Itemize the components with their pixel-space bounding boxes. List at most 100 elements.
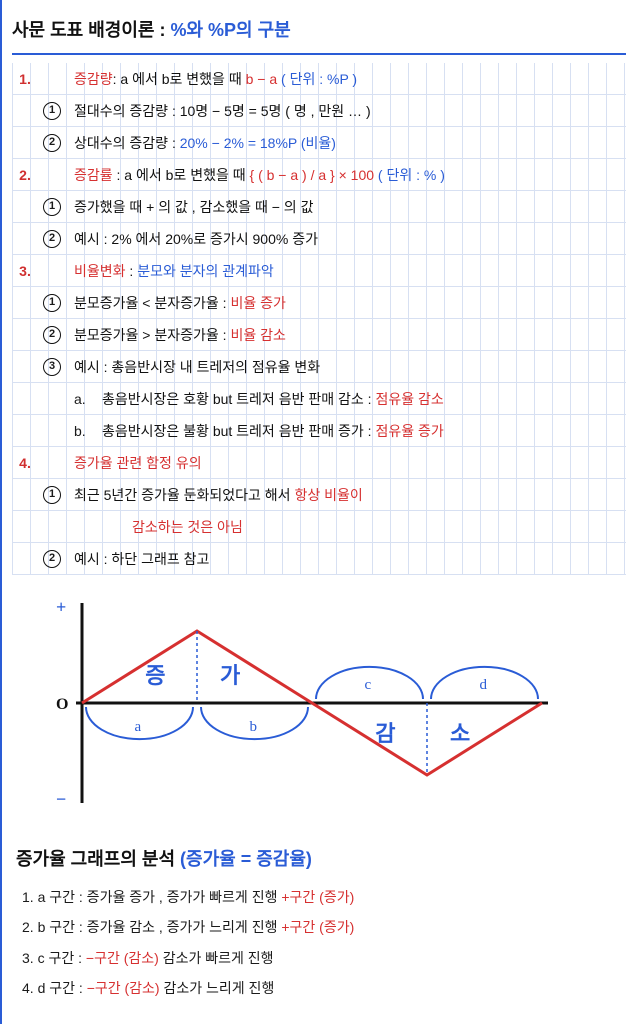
sub-letter: b.: [74, 420, 98, 442]
text-span: 예시 : 2% 에서 20%로 증가시 900% 증가: [74, 231, 318, 247]
text-span: 증가율 관련 함정 유의: [74, 455, 202, 471]
item-pre: d 구간 :: [38, 980, 87, 996]
note-row: 감소하는 것은 아님: [16, 511, 626, 543]
row-number: 1.: [16, 68, 34, 90]
row-number: 2.: [16, 164, 34, 186]
row-content: 총음반시장은 호황 but 트레저 음반 판매 감소 : 점유율 감소: [98, 388, 444, 410]
text-span: 분모증가율 < 분자증가율 :: [74, 295, 230, 311]
text-span: 감소하는 것은 아님: [132, 519, 243, 535]
svg-text:a: a: [135, 719, 142, 735]
analysis-item: 1. a 구간 : 증가율 증가 , 증가가 빠르게 진행 +구간 (증가): [22, 882, 626, 912]
row-content: 증감률 : a 에서 b로 변했을 때 { ( b − a ) / a } × …: [70, 164, 445, 186]
text-span: 예시 : 하단 그래프 참고: [74, 551, 209, 567]
circled-number: 3: [43, 358, 61, 376]
note-row: 1분모증가율 < 분자증가율 : 비율 증가: [16, 287, 626, 319]
svg-text:c: c: [365, 677, 372, 693]
text-span: 비율 감소: [230, 327, 285, 343]
note-row: 3 예시 : 총음반시장 내 트레저의 점유율 변화: [16, 351, 626, 383]
note-row: 2. 증감률 : a 에서 b로 변했을 때 { ( b − a ) / a } …: [16, 159, 626, 191]
row-mark: 3: [34, 358, 70, 376]
note-row: 3. 비율변화 : 분모와 분자의 관계파악: [16, 255, 626, 287]
circled-number: 2: [43, 134, 61, 152]
svg-text:O: O: [56, 696, 68, 713]
text-span: 총음반시장은 불황 but 트레저 음반 판매 증가 :: [102, 423, 375, 439]
svg-text:+: +: [56, 597, 66, 617]
circled-number: 1: [43, 198, 61, 216]
row-mark: 2: [34, 230, 70, 248]
text-span: 비율 증가: [230, 295, 285, 311]
text-span: 총음반시장은 호황 but 트레저 음반 판매 감소 :: [102, 391, 375, 407]
row-number: 3.: [16, 260, 34, 282]
item-pre: a 구간 : 증가율 증가 , 증가가 빠르게 진행: [38, 889, 282, 905]
text-span: 점유율 감소: [375, 391, 443, 407]
text-span: 절대수의 증감량 : 10명 − 5명 = 5명 ( 명 , 만원 … ): [74, 103, 371, 119]
note-row: a.총음반시장은 호황 but 트레저 음반 판매 감소 : 점유율 감소: [16, 383, 626, 415]
item-red: +구간 (증가): [281, 919, 354, 935]
item-red: +구간 (증가): [281, 889, 354, 905]
note-row: 1 증가했을 때 + 의 값 , 감소했을 때 − 의 값: [16, 191, 626, 223]
analysis-item: 4. d 구간 : −구간 (감소) 감소가 느리게 진행: [22, 973, 626, 1003]
row-content: 예시 : 2% 에서 20%로 증가시 900% 증가: [70, 228, 318, 250]
text-span: { ( b − a ) / a } × 100: [250, 167, 375, 183]
note-row: 2 예시 : 하단 그래프 참고: [16, 543, 626, 575]
section2-title: 증가율 그래프의 분석 (증가율 = 증감율): [12, 829, 626, 882]
row-mark: 2: [34, 134, 70, 152]
sub-letter: a.: [74, 388, 98, 410]
lined-area: 1.증감량: a 에서 b로 변했을 때 b − a ( 단위 : %P )1절…: [12, 63, 626, 575]
item-num: 4.: [22, 980, 38, 996]
circled-number: 1: [43, 102, 61, 120]
row-mark: 1: [34, 198, 70, 216]
analysis-item: 3. c 구간 : −구간 (감소) 감소가 빠르게 진행: [22, 943, 626, 973]
text-span: 상대수의 증감량 :: [74, 135, 180, 151]
row-content: 상대수의 증감량 : 20% − 2% = 18%P (비율): [70, 132, 336, 154]
row-content: 분모증가율 > 분자증가율 : 비율 감소: [70, 324, 286, 346]
text-span: 분모와 분자의 관계파악: [137, 263, 274, 279]
text-span: : a 에서 b로 변했을 때: [113, 71, 246, 87]
item-red: −구간 (감소): [87, 980, 160, 996]
row-content: 예시 : 총음반시장 내 트레저의 점유율 변화: [70, 356, 320, 378]
text-span: 증감률: [74, 167, 113, 183]
item-post: 감소가 빠르게 진행: [159, 950, 274, 966]
text-span: b − a: [246, 71, 278, 87]
row-mark: 2: [34, 326, 70, 344]
svg-text:−: −: [56, 789, 66, 809]
row-content: 증가했을 때 + 의 값 , 감소했을 때 − 의 값: [70, 196, 313, 218]
item-pre: b 구간 : 증가율 감소 , 증가가 느리게 진행: [38, 919, 282, 935]
svg-text:가: 가: [220, 663, 240, 688]
text-span: 비율변화: [74, 263, 126, 279]
text-span: 증가했을 때 + 의 값 , 감소했을 때 − 의 값: [74, 199, 313, 215]
svg-text:d: d: [480, 677, 488, 693]
row-content: 증가율 관련 함정 유의: [70, 452, 202, 474]
title-row: 사문 도표 배경이론 : %와 %P의 구분: [12, 10, 626, 55]
note-row: 2 상대수의 증감량 : 20% − 2% = 18%P (비율): [16, 127, 626, 159]
analysis-item: 2. b 구간 : 증가율 감소 , 증가가 느리게 진행 +구간 (증가): [22, 912, 626, 942]
row-number: 4.: [16, 452, 34, 474]
row-mark: 2: [34, 550, 70, 568]
item-red: −구간 (감소): [86, 950, 159, 966]
svg-text:증: 증: [145, 663, 165, 688]
row-content: 예시 : 하단 그래프 참고: [70, 548, 209, 570]
section2-title-blue: (증가율 = 증감율): [180, 849, 312, 869]
page: 사문 도표 배경이론 : %와 %P의 구분 1.증감량: a 에서 b로 변했…: [0, 0, 640, 1024]
text-span: 점유율 증가: [375, 423, 443, 439]
item-num: 3.: [22, 950, 38, 966]
text-span: ( 단위 : %P ): [277, 71, 357, 87]
note-row: 2예시 : 2% 에서 20%로 증가시 900% 증가: [16, 223, 626, 255]
text-span: 예시 : 총음반시장 내 트레저의 점유율 변화: [74, 359, 320, 375]
note-row: 2분모증가율 > 분자증가율 : 비율 감소: [16, 319, 626, 351]
svg-text:소: 소: [450, 721, 470, 746]
row-mark: 1: [34, 294, 70, 312]
text-span: : a 에서 b로 변했을 때: [113, 167, 250, 183]
row-content: 최근 5년간 증가율 둔화되었다고 해서 항상 비율이: [70, 484, 363, 506]
text-span: :: [126, 263, 138, 279]
item-pre: c 구간 :: [38, 950, 86, 966]
row-content: 절대수의 증감량 : 10명 − 5명 = 5명 ( 명 , 만원 … ): [70, 100, 371, 122]
circled-number: 2: [43, 550, 61, 568]
note-row: 1. 증감량: a 에서 b로 변했을 때 b − a ( 단위 : %P ): [16, 63, 626, 95]
note-row: b.총음반시장은 불황 but 트레저 음반 판매 증가 : 점유율 증가: [16, 415, 626, 447]
note-row: 1최근 5년간 증가율 둔화되었다고 해서 항상 비율이: [16, 479, 626, 511]
rate-graph: +O−abcd증가감소: [34, 593, 554, 813]
text-span: 증감량: [74, 71, 113, 87]
row-mark: 1: [34, 486, 70, 504]
text-span: ( 단위 : % ): [374, 167, 445, 183]
